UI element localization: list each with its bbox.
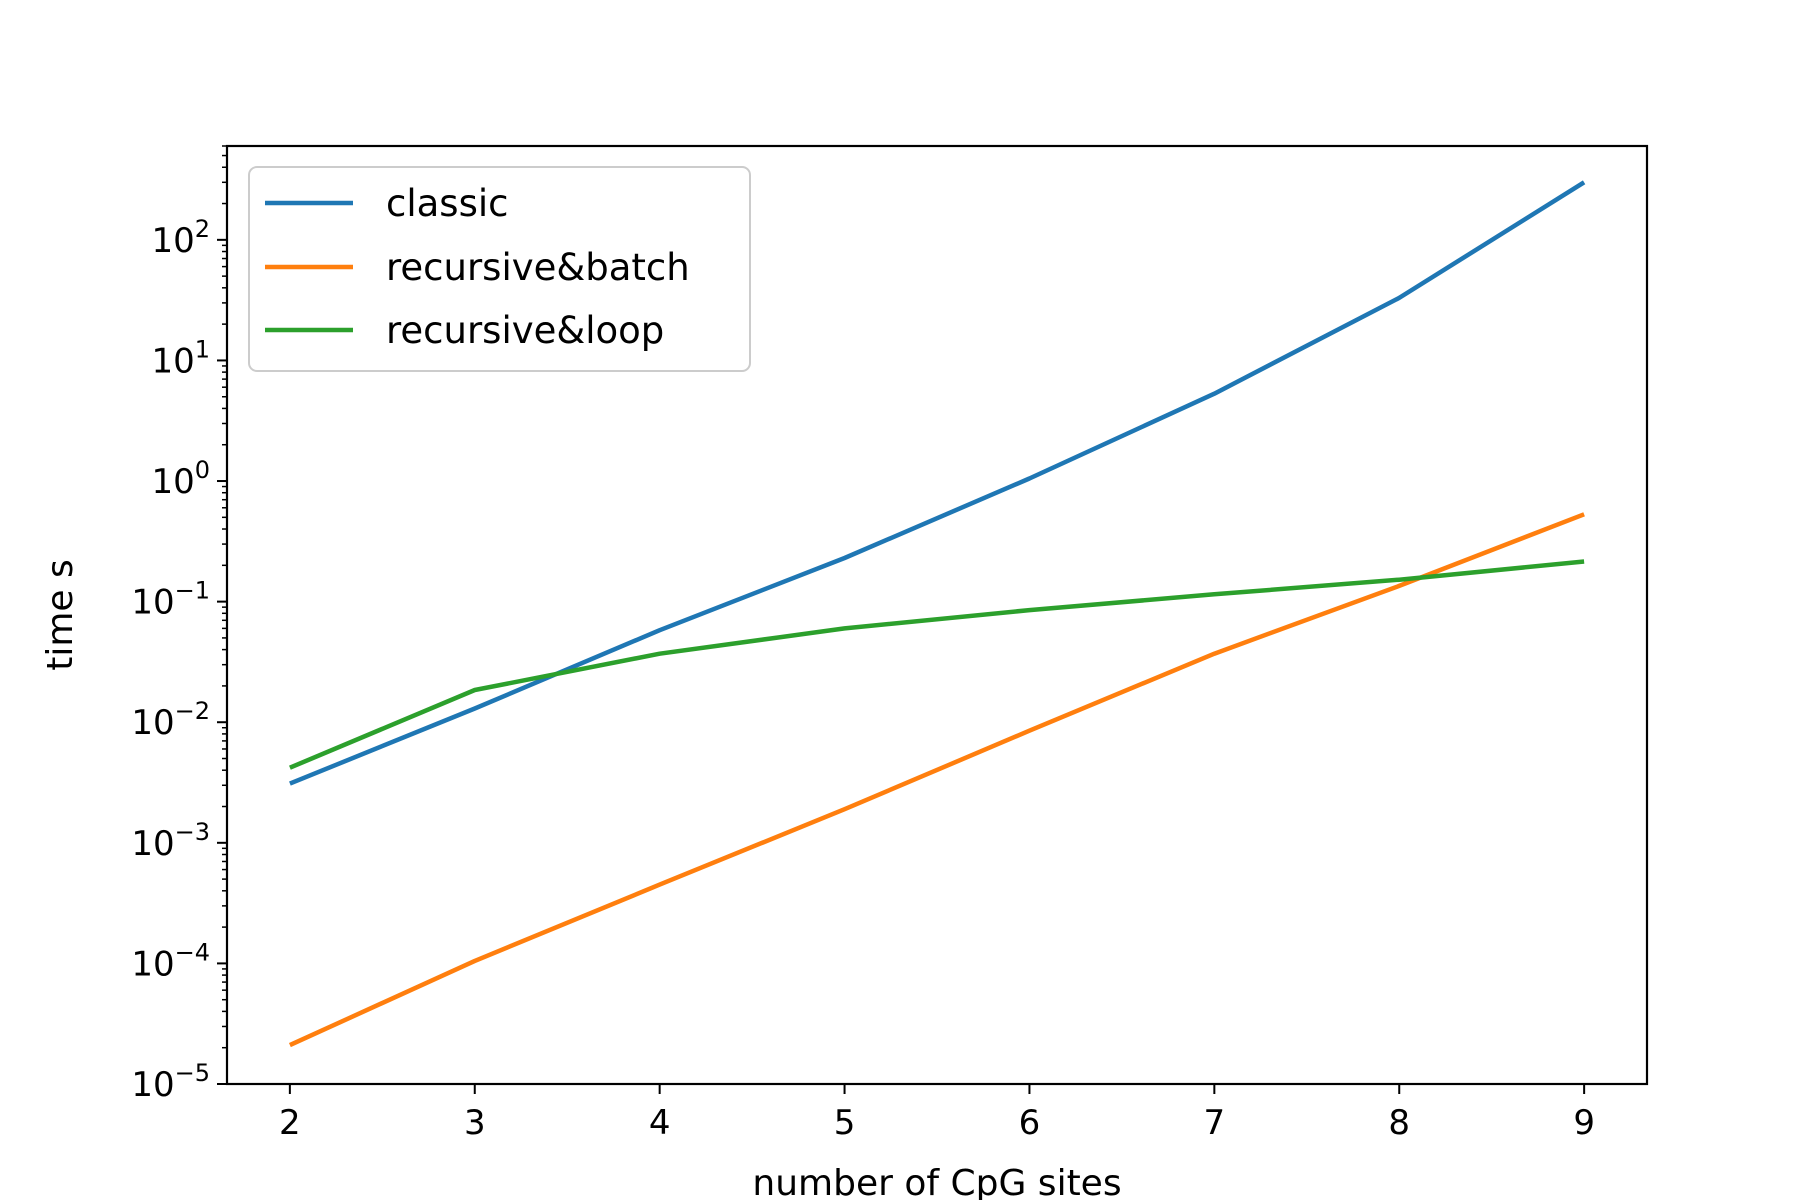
legend-label-classic: classic [386,182,508,225]
series-line-recursive-batch [288,512,1585,1048]
y-tick-label: 10−2 [131,697,210,743]
legend-box [248,166,751,372]
legend-label-recursive-batch: recursive&batch [386,246,690,289]
legend-label-recursive-loop: recursive&loop [386,309,664,352]
axis-ticks: 2 3 4 5 6 7 8 9 10−5 10−4 10−3 10−2 10−1 100 101 102 [131,145,1595,1143]
y-tick-label: 100 [151,456,210,502]
x-axis-label: number of CpG sites [752,1163,1121,1200]
x-tick-label: 3 [464,1103,486,1143]
plot-frame [225,144,1649,1086]
x-tick-label: 5 [834,1103,856,1143]
y-tick-label: 10−1 [131,577,210,623]
y-tick-label: 102 [151,215,210,261]
x-tick-label: 6 [1019,1103,1041,1143]
series-lines [288,180,1586,1048]
y-tick-label: 10−3 [131,818,210,864]
x-tick-label: 7 [1204,1103,1226,1143]
x-tick-label: 2 [279,1103,301,1143]
x-tick-label: 9 [1573,1103,1595,1143]
legend: classic recursive&batch recursive&loop [248,166,751,372]
series-line-classic [289,180,1586,786]
y-axis-label: time s [40,559,81,671]
y-tick-label: 10−4 [131,938,210,984]
x-tick-label: 8 [1388,1103,1410,1143]
x-tick-label: 4 [649,1103,671,1143]
series-line-recursive-loop [289,559,1585,770]
y-tick-label: 10−5 [131,1059,210,1105]
y-tick-label: 101 [151,335,210,381]
